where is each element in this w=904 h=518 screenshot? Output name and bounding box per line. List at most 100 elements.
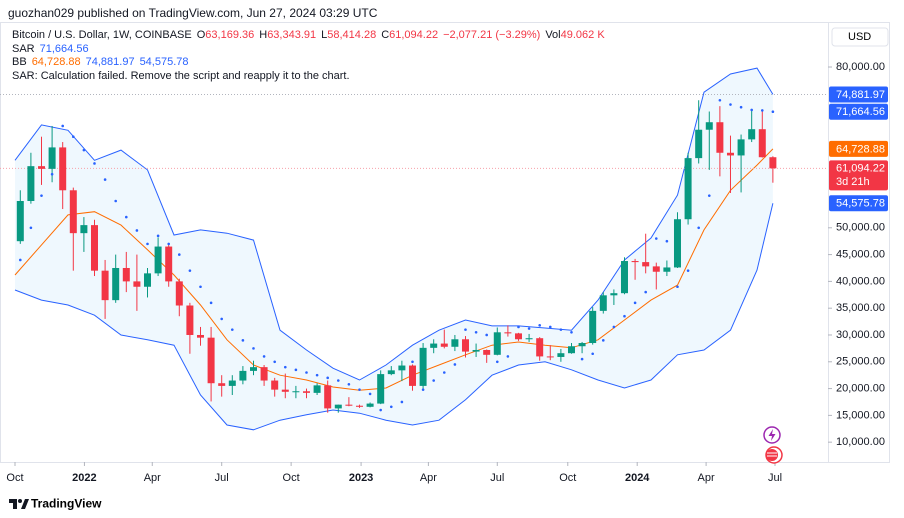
candle-body — [345, 404, 353, 406]
sar-dot — [209, 301, 213, 305]
sar-dot — [29, 226, 33, 230]
sar-dot — [411, 360, 414, 364]
candle-body — [684, 158, 692, 220]
price-badge-label: 54,575.78 — [836, 198, 885, 210]
x-tick-label: 2023 — [349, 472, 373, 484]
bb-upper — [14, 67, 774, 381]
sar-dot — [262, 355, 266, 358]
candle-body — [207, 337, 215, 384]
candle-body — [133, 281, 141, 287]
candle-body — [366, 403, 374, 407]
sar-dot — [146, 242, 149, 246]
sar-dot — [241, 339, 245, 342]
sar-dot — [548, 325, 552, 329]
y-tick-label: 45,000.00 — [836, 249, 885, 261]
candle-body — [218, 383, 226, 386]
price-badge — [829, 86, 888, 103]
sar-dot — [135, 229, 139, 232]
sar-dot — [124, 215, 128, 219]
candle-body — [398, 365, 406, 371]
bb-band — [14, 68, 773, 430]
currency-button[interactable] — [831, 27, 889, 47]
publisher: guozhan029 published on TradingView.com,… — [8, 6, 378, 20]
candle-body — [377, 374, 385, 404]
sar-dot — [612, 325, 616, 329]
logo-slash — [21, 499, 29, 509]
countdown: 3d 21h — [836, 176, 870, 188]
candle-body — [355, 405, 363, 407]
candle-body — [737, 139, 745, 156]
sar-dot — [633, 301, 637, 305]
chart-frame — [0, 22, 890, 463]
sar-dot — [676, 285, 679, 289]
sar-dot — [442, 371, 446, 374]
sar-dot — [188, 269, 192, 272]
bb-lower: 54,575.78 — [139, 56, 189, 69]
candle-body — [642, 262, 650, 267]
sar-dot — [61, 124, 64, 128]
ohlc-value: 61,094.22 — [389, 29, 439, 41]
x-tick-label: Jul — [490, 472, 504, 484]
ohlc-key: C — [381, 29, 390, 41]
candle-body — [419, 347, 427, 386]
candle-body — [567, 346, 575, 354]
x-tick-label: Apr — [698, 472, 715, 484]
change: −2,077.21 (−3.29%) — [443, 29, 541, 41]
sar-dot — [718, 98, 722, 102]
candle-body — [483, 349, 491, 355]
sar-dot — [654, 237, 658, 240]
price-badge-label: 61,094.22 — [836, 163, 885, 175]
candle-body — [578, 343, 586, 347]
candle-body — [631, 261, 639, 263]
candle-body — [292, 391, 300, 393]
candle-body — [186, 305, 194, 335]
sar-dot — [601, 339, 605, 342]
sar-dot — [326, 376, 329, 380]
sar-dot — [230, 328, 234, 331]
bb-upper: 74,881.97 — [85, 56, 135, 69]
candle-body — [705, 122, 713, 130]
sar-dot — [347, 382, 351, 386]
sar-dot — [400, 400, 404, 404]
currency: USD — [848, 31, 871, 43]
event-icons — [763, 426, 783, 464]
candle-body — [196, 334, 204, 338]
candle-body — [673, 219, 681, 268]
sar-dot — [82, 148, 86, 152]
plot-area — [0, 67, 828, 431]
brand: TradingView — [31, 497, 102, 511]
sar-dot — [368, 392, 372, 396]
sar-dot — [580, 357, 584, 361]
ohlc-key: L — [321, 29, 328, 41]
sar-dot — [485, 333, 488, 337]
candle-body — [154, 246, 162, 274]
candle-body — [80, 225, 88, 234]
candle-body — [48, 147, 56, 169]
sar-dot — [495, 360, 499, 364]
candle-body — [557, 353, 565, 357]
bb-key: BB — [12, 56, 27, 69]
y-tick-label: 15,000.00 — [836, 409, 885, 421]
candle-body — [461, 339, 469, 352]
y-tick-label: 10,000.00 — [836, 436, 885, 448]
legend-main: Bitcoin / U.S. Dollar, 1W, COINBASE O63,1… — [12, 29, 605, 43]
candle-body — [472, 349, 480, 352]
logo-mark — [9, 499, 17, 509]
candle-body — [69, 190, 77, 234]
candle-body — [652, 266, 660, 272]
sar-key: SAR — [12, 42, 35, 55]
ohlc-value: 63,343.91 — [267, 29, 317, 41]
x-tick-label: 2022 — [72, 472, 96, 484]
candle-body — [536, 338, 544, 357]
price-badge-label: 71,664.56 — [836, 106, 885, 118]
sar-dot — [283, 365, 287, 369]
symbol-title: Bitcoin / U.S. Dollar, 1W, COINBASE — [12, 29, 192, 41]
sar-dot — [591, 352, 594, 356]
flag-stripes — [767, 452, 777, 457]
candle-body — [769, 157, 777, 169]
sar-dot — [739, 105, 743, 109]
candle-body — [112, 267, 120, 301]
x-tick-label: Oct — [283, 472, 300, 484]
sar-dot — [559, 328, 563, 331]
